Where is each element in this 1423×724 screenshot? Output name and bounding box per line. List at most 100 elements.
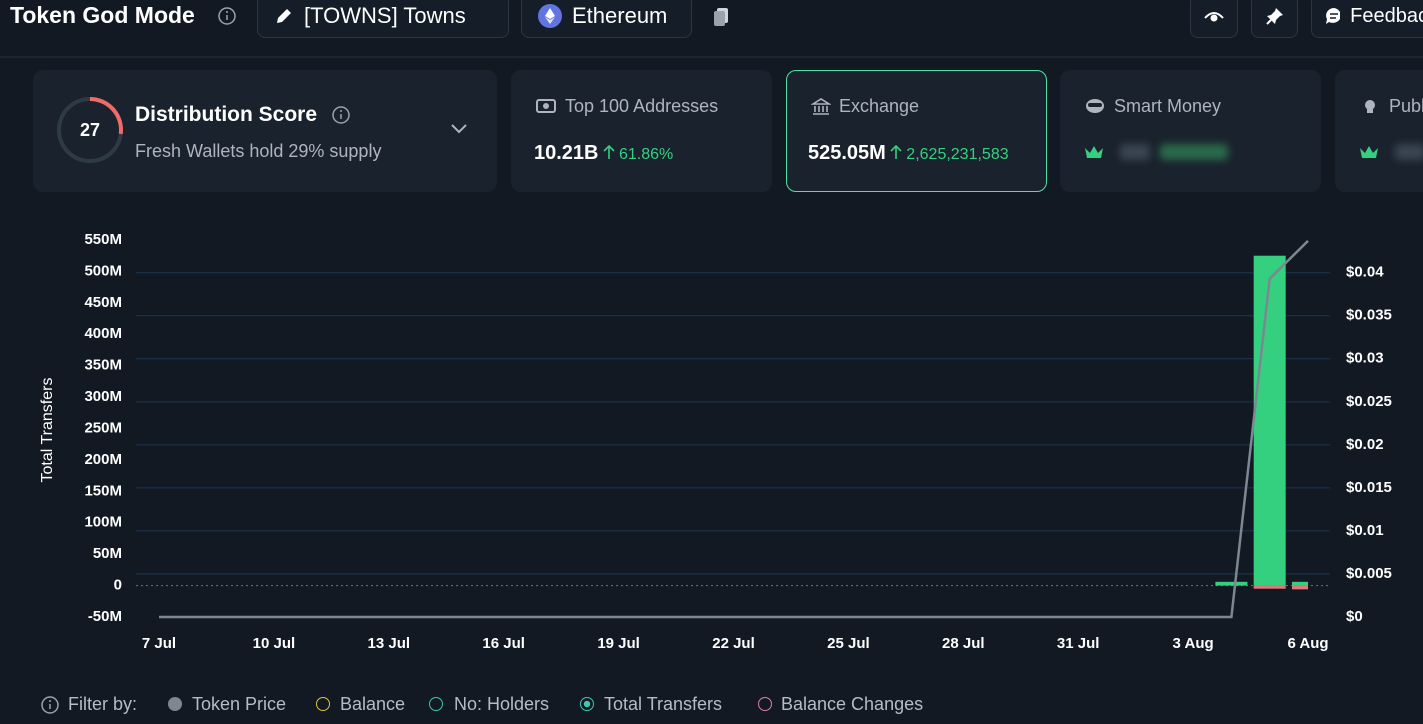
eth-icon xyxy=(538,4,562,28)
info-icon[interactable] xyxy=(217,6,237,26)
card-subtitle: Fresh Wallets hold 29% supply xyxy=(135,141,382,161)
card-title: Top 100 Addresses xyxy=(565,96,719,116)
eye-icon xyxy=(1204,12,1224,22)
x-tick-label: 31 Jul xyxy=(1057,635,1100,652)
change-text: 2,625,231,583 xyxy=(906,146,1009,163)
filter-dot[interactable] xyxy=(580,697,594,711)
y2-tick-label: $0.035 xyxy=(1346,307,1392,324)
y-tick-label: 150M xyxy=(84,482,122,499)
y-tick-label: 550M xyxy=(84,231,122,248)
score-value: 27 xyxy=(80,120,100,140)
y2-tick-label: $0.02 xyxy=(1346,436,1384,453)
y-tick-label: 400M xyxy=(84,325,122,342)
money-icon xyxy=(536,99,556,113)
token-button[interactable]: [TOWNS] Towns xyxy=(257,0,509,38)
bars xyxy=(1215,255,1308,590)
y2-tick-label: $0.015 xyxy=(1346,479,1392,496)
top100-card[interactable]: Top 100 Addresses 10.21B 61.86% xyxy=(511,70,772,192)
y-tick-label: 500M xyxy=(84,262,122,279)
expand-icon[interactable] xyxy=(449,122,469,136)
x-tick-label: 13 Jul xyxy=(368,635,411,652)
score-gauge: 27 xyxy=(57,97,123,163)
y-tick-label: 250M xyxy=(84,419,122,436)
change-text: 61.86% xyxy=(618,146,674,163)
bulb-icon xyxy=(1365,100,1375,113)
spy-icon xyxy=(1086,99,1104,113)
price-line xyxy=(159,239,1309,619)
y-tick-label: 300M xyxy=(84,388,122,405)
x-tick-label: 19 Jul xyxy=(597,635,640,652)
blurred-change xyxy=(1160,144,1228,160)
y-tick-label: 200M xyxy=(84,451,122,468)
bank-icon xyxy=(811,98,831,115)
distribution-card[interactable]: 27 Distribution Score Fresh Wallets hold… xyxy=(33,70,497,192)
x-tick-label: 3 Aug xyxy=(1173,635,1214,652)
chain-button[interactable]: Ethereum xyxy=(521,0,692,38)
filter-dot[interactable] xyxy=(758,697,772,711)
exchange-card[interactable]: Exchange 525.05M 2,625,231,583 xyxy=(786,70,1047,192)
y-tick-label: 100M xyxy=(84,514,122,531)
filter-dot[interactable] xyxy=(316,697,330,711)
y-tick-label: 450M xyxy=(84,294,122,311)
filter-label: Filter by: xyxy=(68,694,138,714)
pin-icon xyxy=(1265,8,1283,25)
x-tick-label: 10 Jul xyxy=(253,635,296,652)
filter-dot[interactable] xyxy=(168,697,182,711)
x-tick-label: 28 Jul xyxy=(942,635,985,652)
filter-option[interactable]: Balance Changes xyxy=(781,694,924,714)
bar xyxy=(1292,585,1308,590)
copy-icon[interactable] xyxy=(712,6,732,28)
smart-money-card[interactable]: Smart Money xyxy=(1060,70,1321,192)
card-value: 525.05M 2,625,231,583 xyxy=(808,142,1009,165)
up-arrow xyxy=(890,144,902,159)
edit-icon xyxy=(277,9,291,23)
y2-tick-label: $0.04 xyxy=(1346,264,1384,281)
filter-dot[interactable] xyxy=(429,697,443,711)
chat-icon xyxy=(1326,8,1341,24)
y-axis-label: Total Transfers xyxy=(39,378,56,483)
card-title: Distribution Score xyxy=(135,103,318,126)
blurred-value xyxy=(1120,144,1150,160)
x-tick-label: 25 Jul xyxy=(827,635,870,652)
blurred-value xyxy=(1395,144,1423,160)
y-tick-label: 350M xyxy=(84,357,122,374)
y-tick-label: -50M xyxy=(88,608,122,625)
card-title: Smart Money xyxy=(1114,96,1222,116)
x-tick-label: 6 Aug xyxy=(1287,635,1328,652)
bar xyxy=(1253,585,1286,589)
up-arrow xyxy=(602,144,615,159)
bar xyxy=(1215,581,1248,586)
y2-tick-label: $0.03 xyxy=(1346,350,1384,367)
filter-option[interactable]: Token Price xyxy=(192,694,287,714)
info-icon[interactable] xyxy=(40,695,60,715)
crown-icon xyxy=(1360,146,1378,158)
filter-option[interactable]: No: Holders xyxy=(454,694,550,714)
score-arc xyxy=(89,97,123,135)
filter-option[interactable]: Total Transfers xyxy=(604,694,723,714)
bar xyxy=(1253,255,1286,586)
pin-button[interactable] xyxy=(1251,0,1298,38)
bar xyxy=(1292,581,1308,586)
info-icon[interactable] xyxy=(331,105,351,125)
feedback-label: Feedback xyxy=(1350,4,1423,27)
card-title: Exchange xyxy=(839,96,920,116)
y2-tick-label: $0.01 xyxy=(1346,522,1384,539)
filter-option[interactable]: Balance xyxy=(340,694,406,714)
value-text: 10.21B xyxy=(534,142,599,164)
chain-name: Ethereum xyxy=(572,3,668,28)
watch-button[interactable] xyxy=(1190,0,1238,38)
y2-tick-label: $0 xyxy=(1346,608,1363,625)
feedback-button[interactable]: Feedback xyxy=(1311,0,1423,38)
public-figure-card[interactable]: Public Figure xyxy=(1335,70,1423,192)
x-tick-label: 22 Jul xyxy=(712,635,755,652)
plot: $0 $0.005 $0.01 $0.015 $0.02 $0.025 $0.03 $0.03… xyxy=(84,231,1391,652)
y2-tick-label: $0.025 xyxy=(1346,393,1392,410)
y-tick-label: 50M xyxy=(93,545,122,562)
x-tick-label: 16 Jul xyxy=(482,635,525,652)
y2-tick-label: $0.005 xyxy=(1346,565,1392,582)
card-value: 10.21B 61.86% xyxy=(534,142,673,165)
token-name: [TOWNS] Towns xyxy=(304,3,466,28)
page-title: Token God Mode xyxy=(10,2,195,28)
